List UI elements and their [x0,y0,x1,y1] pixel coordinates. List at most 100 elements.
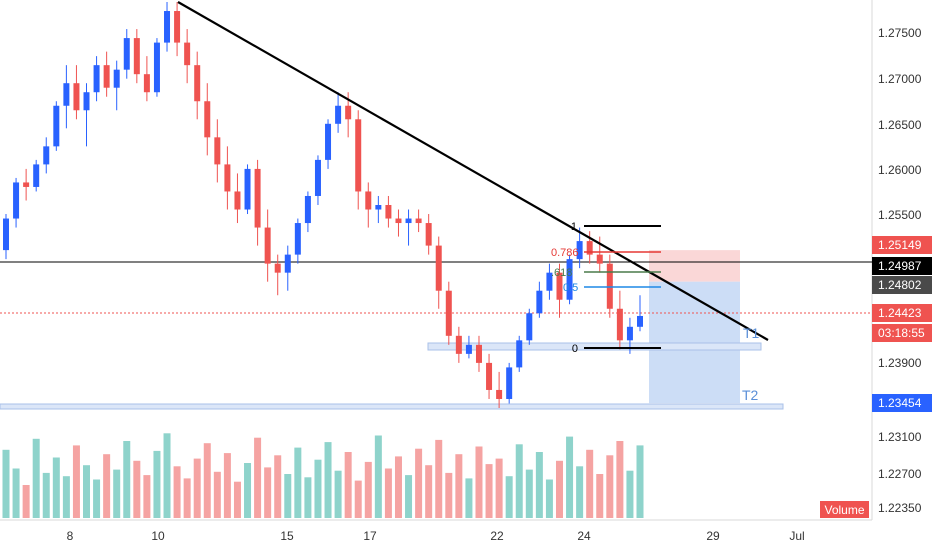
x-tick-label: 22 [490,529,504,543]
x-tick-label: 29 [706,529,720,543]
volume-bar [274,455,282,518]
volume-bar [12,468,20,518]
candle-body[interactable] [325,123,332,160]
volume-bar [304,477,312,518]
candle-body[interactable] [345,105,352,120]
volume-bar [163,433,171,518]
candle-body[interactable] [486,362,493,390]
candle-body[interactable] [13,182,20,219]
candle-body[interactable] [3,218,9,251]
candle-body[interactable] [164,11,171,43]
candle-body[interactable] [385,205,392,219]
trend-line[interactable] [177,1,769,341]
candle-body[interactable] [465,344,472,354]
candle-body[interactable] [506,367,513,399]
candle-body[interactable] [143,74,150,93]
candle-body[interactable] [596,254,603,264]
candle-body[interactable] [224,164,231,192]
candle-body[interactable] [53,105,60,147]
volume-bar [103,454,111,518]
candle-body[interactable] [355,119,362,192]
candle-body[interactable] [435,245,442,291]
candle-body[interactable] [445,290,452,336]
candle-body[interactable] [475,344,482,363]
volume-bar [62,476,70,518]
candle-body[interactable] [214,137,221,165]
volume-bar [213,471,221,518]
candle-body[interactable] [73,83,80,111]
candle-body[interactable] [254,168,261,228]
candle-body[interactable] [375,205,382,210]
candle-body[interactable] [113,69,120,88]
volume-bar [535,452,543,518]
candle-body[interactable] [365,191,372,210]
candle-body[interactable] [626,326,633,341]
candle-body[interactable] [496,389,503,399]
candle-body[interactable] [284,254,291,273]
candle-body[interactable] [123,38,130,70]
candle-body[interactable] [576,241,583,260]
support-band-t2 [0,403,784,410]
volume-bar [133,460,141,518]
candle-body[interactable] [395,218,402,224]
fib-level-label: 0.786 [551,247,579,259]
candle-body[interactable] [335,105,342,124]
candle-body[interactable] [294,223,301,255]
candle-body[interactable] [244,168,251,210]
candle-body[interactable] [314,159,321,196]
y-tick-label: 1.25500 [878,208,922,222]
candle-body[interactable] [43,146,50,165]
volume-bar [72,445,80,518]
y-tick-label: 1.27000 [878,72,922,86]
candle-body[interactable] [234,191,241,210]
candle-body[interactable] [153,42,160,93]
candle-body[interactable] [566,259,573,300]
x-tick-label: 17 [363,529,377,543]
candle-body[interactable] [455,335,462,354]
candle-body[interactable] [63,83,70,106]
candle-body[interactable] [606,263,613,309]
volume-bar [606,455,614,518]
candle-body[interactable] [174,11,181,43]
candle-body[interactable] [546,272,553,291]
candle-body[interactable] [425,223,432,246]
risk-zone [649,250,740,282]
volume-bar [284,474,292,518]
candle-body[interactable] [194,65,201,102]
candle-body[interactable] [526,313,533,341]
candle-body[interactable] [103,65,110,88]
candle-body[interactable] [405,218,412,224]
candle-body[interactable] [33,164,40,187]
volume-bar [505,476,513,518]
price-tag-label: 1.25149 [878,238,922,252]
volume-bar [314,459,322,518]
candle-body[interactable] [586,241,593,255]
t2-label: T2 [742,387,759,403]
candle-body[interactable] [204,101,211,138]
candle-body[interactable] [274,263,281,273]
y-tick-label: 1.27500 [878,26,922,40]
volume-label: Volume [824,503,864,517]
volume-label-box [820,501,869,518]
candle-body[interactable] [616,308,623,341]
candle-body[interactable] [556,272,563,300]
candle-body[interactable] [133,38,140,75]
candle-body[interactable] [536,290,543,314]
candle-body[interactable] [637,315,643,327]
fib-level-label: 1 [571,221,577,233]
volume-bar [525,469,533,518]
candle-body[interactable] [93,65,100,93]
candle-body[interactable] [264,227,271,264]
fib-level-label: 0.5 [563,282,578,294]
candle-body[interactable] [83,92,90,111]
candle-body[interactable] [304,195,311,224]
candle-body[interactable] [184,42,191,66]
candle-body[interactable] [23,182,30,187]
volume-bar [636,445,644,518]
candle-body[interactable] [516,340,523,368]
volume-bar [153,450,161,518]
candle-body[interactable] [415,218,422,224]
volume-bar [445,472,453,518]
